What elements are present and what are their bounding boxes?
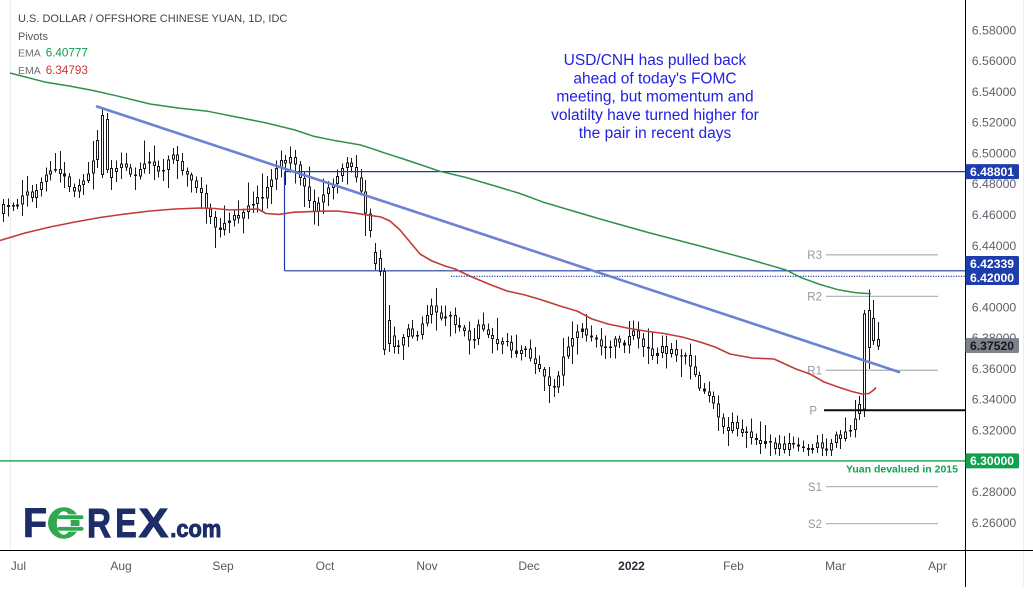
svg-text:6.46000: 6.46000 xyxy=(972,208,1017,222)
svg-text:U.S. DOLLAR / OFFSHORE CHINESE: U.S. DOLLAR / OFFSHORE CHINESE YUAN, 1D,… xyxy=(18,13,287,25)
svg-text:P: P xyxy=(809,406,817,418)
svg-text:6.56000: 6.56000 xyxy=(972,54,1017,68)
svg-text:6.34000: 6.34000 xyxy=(972,393,1017,407)
svg-text:6.37520: 6.37520 xyxy=(970,339,1014,353)
svg-text:Yuan devalued in 2015: Yuan devalued in 2015 xyxy=(846,464,958,476)
svg-text:6.48801: 6.48801 xyxy=(970,165,1014,179)
svg-text:S2: S2 xyxy=(808,519,822,531)
svg-text:6.40777: 6.40777 xyxy=(46,47,88,60)
svg-text:EMA: EMA xyxy=(18,48,41,60)
svg-text:Dec: Dec xyxy=(518,559,539,573)
svg-text:Jul: Jul xyxy=(11,559,26,573)
svg-text:Aug: Aug xyxy=(110,559,131,573)
svg-text:6.40000: 6.40000 xyxy=(972,300,1017,314)
svg-text:6.48000: 6.48000 xyxy=(972,177,1017,191)
svg-text:R: R xyxy=(87,500,111,546)
svg-text:6.26000: 6.26000 xyxy=(972,516,1017,530)
svg-text:Apr: Apr xyxy=(928,559,947,573)
svg-text:E: E xyxy=(115,500,137,546)
svg-text:Oct: Oct xyxy=(316,559,335,573)
svg-text:2022: 2022 xyxy=(618,559,645,573)
svg-text:ahead of today's FOMC: ahead of today's FOMC xyxy=(573,70,736,87)
svg-text:Sep: Sep xyxy=(212,559,234,573)
svg-text:R2: R2 xyxy=(807,292,822,304)
svg-text:.com: .com xyxy=(170,516,221,543)
svg-text:6.42000: 6.42000 xyxy=(970,271,1014,285)
svg-text:6.54000: 6.54000 xyxy=(972,85,1017,99)
svg-text:6.52000: 6.52000 xyxy=(972,116,1017,130)
svg-text:6.44000: 6.44000 xyxy=(972,239,1017,253)
svg-text:the pair in recent days: the pair in recent days xyxy=(579,125,732,142)
svg-text:6.32000: 6.32000 xyxy=(972,423,1017,437)
svg-text:6.50000: 6.50000 xyxy=(972,146,1017,160)
svg-text:F: F xyxy=(23,500,47,546)
svg-text:6.36000: 6.36000 xyxy=(972,362,1017,376)
svg-text:S1: S1 xyxy=(808,482,822,494)
svg-text:Pivots: Pivots xyxy=(18,31,48,43)
svg-text:6.34793: 6.34793 xyxy=(46,64,88,77)
svg-text:X: X xyxy=(139,500,169,546)
svg-text:EMA: EMA xyxy=(18,65,41,77)
svg-text:Mar: Mar xyxy=(825,559,846,573)
svg-text:6.28000: 6.28000 xyxy=(972,485,1017,499)
svg-text:volatilty have turned higher f: volatilty have turned higher for xyxy=(551,107,759,124)
svg-text:6.58000: 6.58000 xyxy=(972,23,1017,37)
svg-text:6.30000: 6.30000 xyxy=(970,454,1014,468)
svg-text:USD/CNH has pulled back: USD/CNH has pulled back xyxy=(564,52,747,69)
svg-text:R3: R3 xyxy=(807,250,822,262)
svg-text:6.42339: 6.42339 xyxy=(970,257,1014,271)
svg-text:Feb: Feb xyxy=(723,559,744,573)
svg-text:meeting, but momentum and: meeting, but momentum and xyxy=(556,89,753,106)
svg-text:Nov: Nov xyxy=(416,559,437,573)
